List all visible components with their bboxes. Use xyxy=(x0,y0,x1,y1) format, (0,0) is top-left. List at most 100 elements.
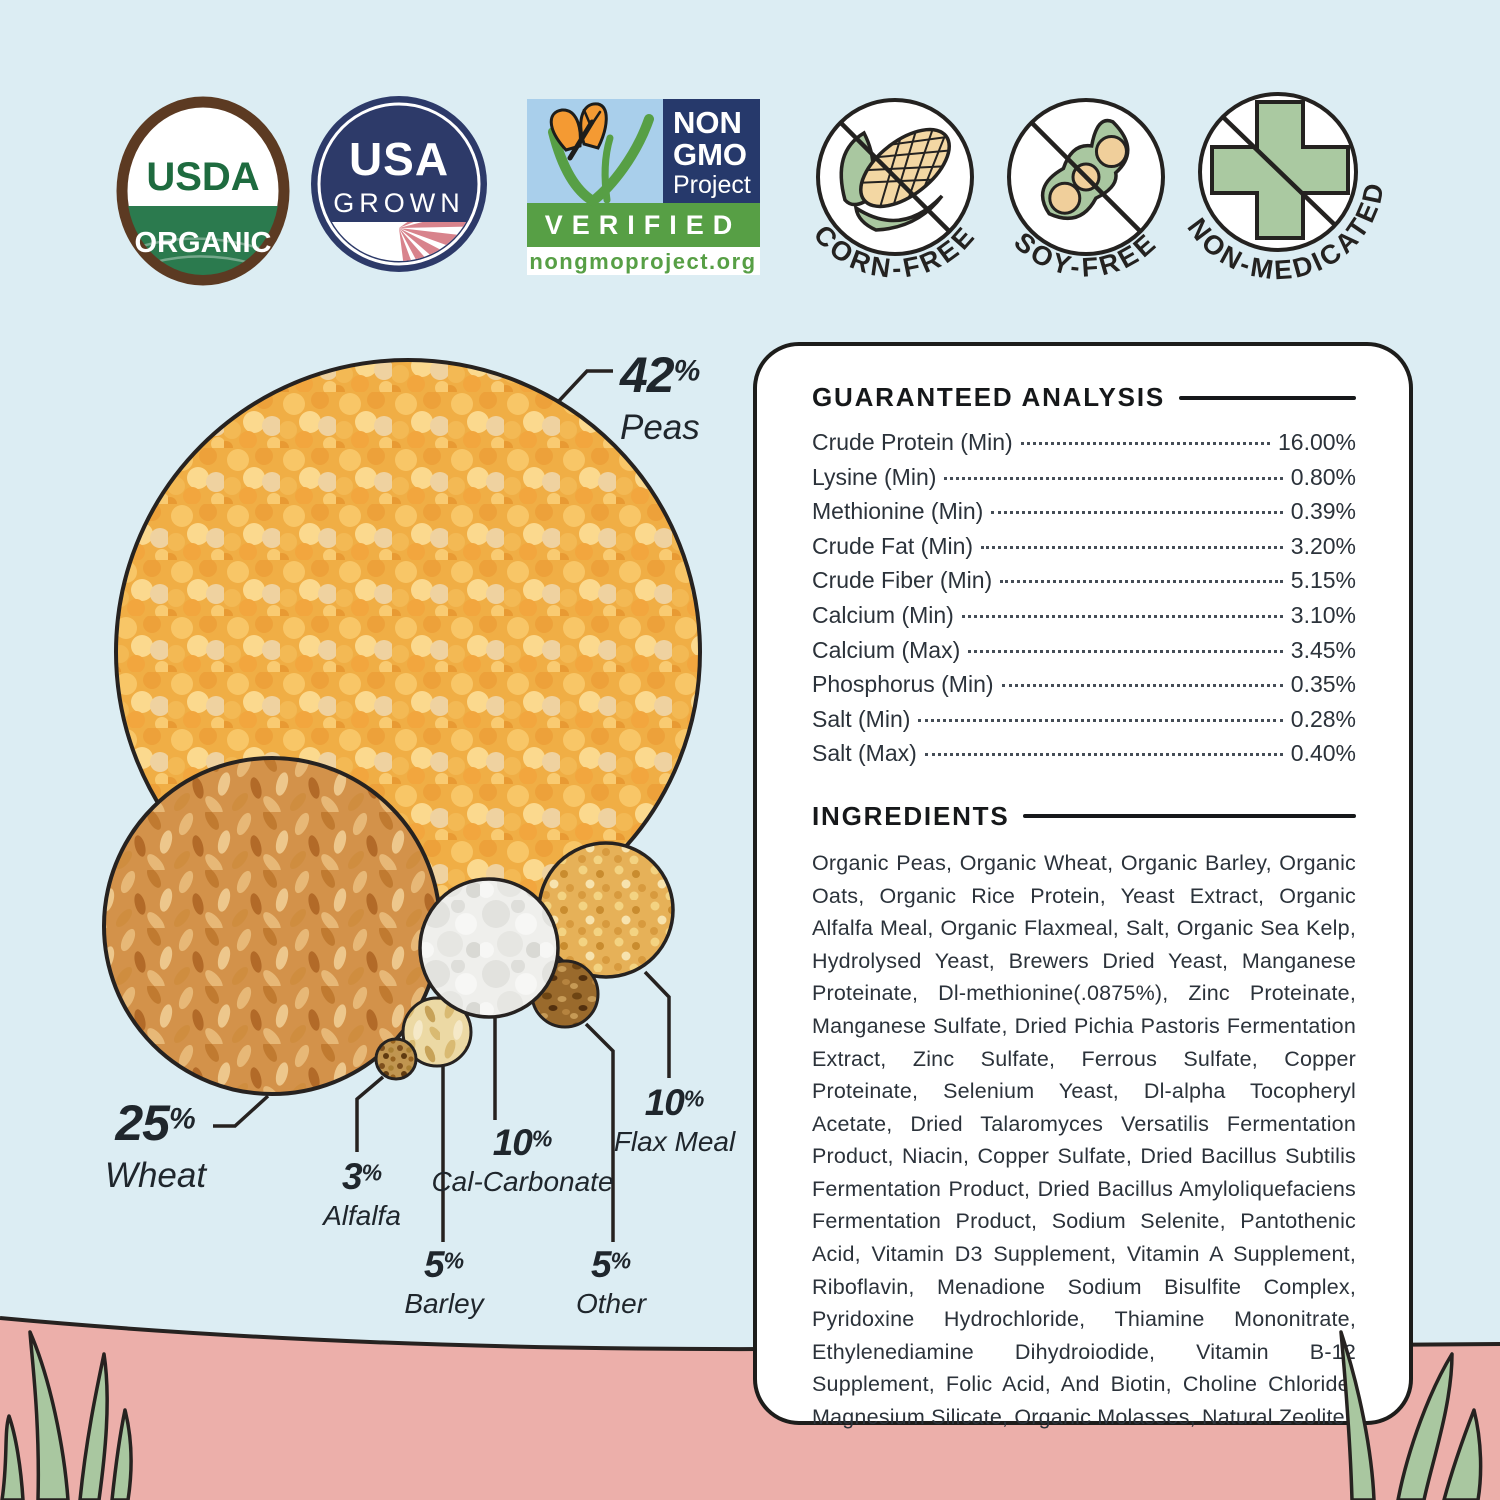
corn-icon xyxy=(839,126,953,232)
ingredients-header: INGREDIENTS xyxy=(812,801,1356,832)
grass-blade xyxy=(1339,1330,1376,1500)
analysis-value: 0.40% xyxy=(1290,740,1356,767)
grass-blade xyxy=(110,1408,133,1500)
analysis-value: 0.39% xyxy=(1290,498,1356,525)
analysis-label: Calcium (Min) xyxy=(812,601,954,628)
label-flax-meal: 10% Flax Meal xyxy=(572,1084,777,1158)
analysis-row: Crude Fiber (Min) 5.15% xyxy=(812,567,1356,602)
analysis-value: 3.20% xyxy=(1290,532,1356,559)
leader-flax xyxy=(643,970,671,1078)
dotted-leader xyxy=(918,718,1283,722)
dotted-leader xyxy=(1000,580,1283,584)
wheat-name: Wheat xyxy=(104,1156,207,1195)
other-name: Other xyxy=(575,1288,647,1319)
nongmo-non-text: NON xyxy=(673,105,742,140)
usda-text: USDA xyxy=(146,155,259,199)
alfalfa-name: Alfalfa xyxy=(323,1200,401,1231)
analysis-label: Salt (Min) xyxy=(812,705,911,732)
dotted-leader xyxy=(924,753,1283,757)
leader-wheat xyxy=(213,1094,270,1128)
alfalfa-percent: 3 xyxy=(341,1156,363,1197)
peas-percent: 42 xyxy=(620,347,675,403)
analysis-value: 0.28% xyxy=(1290,705,1356,732)
analysis-row: Lysine (Min) 0.80% xyxy=(812,464,1356,499)
analysis-value: 3.10% xyxy=(1290,601,1356,628)
usa-text: USA xyxy=(349,133,449,185)
grass-blade xyxy=(1442,1408,1483,1500)
bubbles xyxy=(102,358,702,1096)
ingredients-text: Organic Peas, Organic Wheat, Organic Bar… xyxy=(812,850,1356,1430)
butterfly-icon xyxy=(548,102,654,208)
dotted-leader xyxy=(944,476,1283,480)
analysis-row: Salt (Min) 0.28% xyxy=(812,706,1356,741)
soybean-icon xyxy=(1040,118,1130,220)
dotted-leader xyxy=(991,511,1283,515)
leader-alfalfa xyxy=(355,1075,385,1152)
label-alfalfa: 3% Alfalfa xyxy=(302,1158,422,1232)
dotted-leader xyxy=(968,649,1283,653)
flax-name: Flax Meal xyxy=(613,1126,736,1157)
slash-icon xyxy=(1222,116,1338,228)
guaranteed-analysis-header: GUARANTEED ANALYSIS xyxy=(812,382,1356,413)
soy-free-badge: SOY-FREE xyxy=(1007,98,1165,283)
analysis-value: 3.45% xyxy=(1290,636,1356,663)
verified-text: VERIFIED xyxy=(545,210,742,240)
analysis-label: Crude Fat (Min) xyxy=(812,532,974,559)
analysis-label: Salt (Max) xyxy=(812,740,917,767)
guaranteed-analysis-title: GUARANTEED ANALYSIS xyxy=(812,382,1165,412)
analysis-row: Methionine (Min) 0.39% xyxy=(812,498,1356,533)
label-peas: 42% Peas xyxy=(620,347,701,447)
dotted-leader xyxy=(981,545,1283,549)
grown-text: GROWN xyxy=(333,188,464,218)
leader-peas xyxy=(556,369,613,404)
bubble-alfalfa xyxy=(374,1037,418,1081)
analysis-row: Calcium (Min) 3.10% xyxy=(812,602,1356,637)
grass-blade xyxy=(28,1330,70,1500)
analysis-row: Calcium (Max) 3.45% xyxy=(812,637,1356,672)
analysis-label: Phosphorus (Min) xyxy=(812,671,994,698)
analysis-label: Methionine (Min) xyxy=(812,498,984,525)
analysis-label: Lysine (Min) xyxy=(812,463,937,490)
barley-name: Barley xyxy=(404,1288,484,1319)
bubble-barley xyxy=(401,996,473,1068)
info-panel: GUARANTEED ANALYSIS Crude Protein (Min) … xyxy=(753,342,1413,1429)
nongmo-project-text: Project xyxy=(673,171,751,199)
analysis-row: Phosphorus (Min) 0.35% xyxy=(812,671,1356,706)
other-percent: 5 xyxy=(590,1244,612,1285)
slash-icon xyxy=(1030,121,1142,233)
analysis-label: Crude Fiber (Min) xyxy=(812,567,993,594)
slash-icon xyxy=(839,121,951,233)
dotted-leader xyxy=(1020,442,1270,445)
wheat-percent: 25 xyxy=(115,1095,170,1151)
cal-name: Cal-Carbonate xyxy=(431,1166,614,1197)
label-other: 5% Other xyxy=(551,1246,671,1320)
analysis-table: Crude Protein (Min) 16.00% Lysine (Min) … xyxy=(812,429,1356,775)
analysis-row: Salt (Max) 0.40% xyxy=(812,740,1356,775)
analysis-label: Calcium (Max) xyxy=(812,636,961,663)
bubble-cal-carbonate xyxy=(418,877,560,1019)
grass-blade xyxy=(0,1414,25,1500)
grass-blade xyxy=(78,1352,109,1500)
flax-percent: 10 xyxy=(644,1082,685,1123)
analysis-row: Crude Protein (Min) 16.00% xyxy=(812,429,1356,464)
barley-percent: 5 xyxy=(423,1244,445,1285)
leader-other xyxy=(584,1022,615,1242)
peas-name: Peas xyxy=(620,408,700,447)
non-gmo-badge: NON GMO Project VERIFIED nongmoproject.o… xyxy=(527,99,760,275)
analysis-value: 5.15% xyxy=(1290,567,1356,594)
header-rule xyxy=(1023,814,1356,819)
dotted-leader xyxy=(961,614,1283,618)
label-barley: 5% Barley xyxy=(384,1246,504,1320)
nongmo-gmo-text: GMO xyxy=(673,137,747,172)
dotted-leader xyxy=(1001,684,1283,688)
analysis-row: Crude Fat (Min) 3.20% xyxy=(812,533,1356,568)
analysis-value: 0.35% xyxy=(1290,671,1356,698)
usda-organic-text: ORGANIC xyxy=(135,227,272,259)
nongmo-url-text: nongmoproject.org xyxy=(529,249,756,274)
ingredients-title: INGREDIENTS xyxy=(812,800,1010,831)
analysis-value: 0.80% xyxy=(1290,463,1356,490)
analysis-label: Crude Protein (Min) xyxy=(812,429,1013,455)
